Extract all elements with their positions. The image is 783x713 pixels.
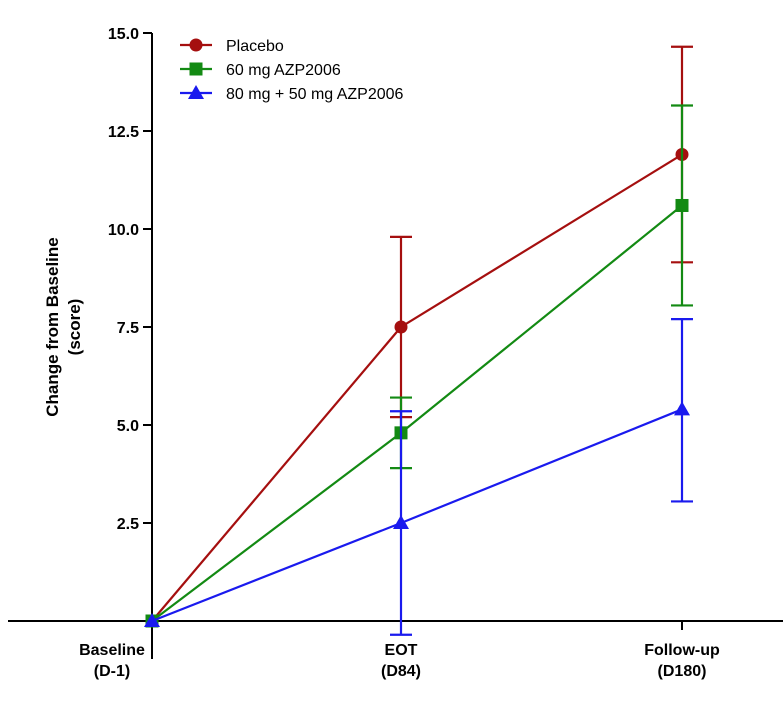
legend-label: Placebo [226,38,284,55]
x-tick-label: Baseline [79,642,145,659]
marker-square [675,198,689,212]
series-60-mg-azp2006 [145,104,693,628]
legend-item: Placebo [180,38,284,55]
series-80-mg-50-mg-azp2006 [144,318,693,636]
x-tick-label: (D-1) [94,663,130,680]
marker-circle [189,38,203,52]
y-tick-label: 2.5 [117,516,139,533]
x-tick-label: (D180) [658,663,707,680]
legend-label: 60 mg AZP2006 [226,62,341,79]
marker-triangle [144,613,160,627]
y-tick-label: 10.0 [108,222,139,239]
y-tick-label: 5.0 [117,418,139,435]
marker-square [189,62,203,76]
series-line [151,408,683,623]
marker-triangle [674,401,690,416]
y-axis-label-line1: Change from Baseline [43,237,62,417]
series-line [151,153,683,622]
y-axis-label: Change from Baseline (score) [43,237,84,417]
legend-item: 60 mg AZP2006 [180,62,341,79]
x-tick-label: EOT [385,642,418,659]
legend: Placebo 60 mg AZP2006 80 mg + 50 mg AZP200… [180,38,404,103]
y-tick-label: 7.5 [117,320,139,337]
y-tick-label: 15.0 [108,26,139,43]
y-tick-label: 12.5 [108,124,139,141]
legend-label: 80 mg + 50 mg AZP2006 [226,86,404,103]
legend-item: 80 mg + 50 mg AZP2006 [180,85,404,103]
marker-triangle [188,85,204,99]
marker-triangle [393,515,409,529]
series-line [151,204,683,622]
x-tick-label: Follow-up [644,642,720,659]
x-tick-label: (D84) [381,663,421,680]
y-axis-label-line2: (score) [65,299,84,356]
series-placebo [145,45,693,628]
marker-circle [394,320,408,334]
